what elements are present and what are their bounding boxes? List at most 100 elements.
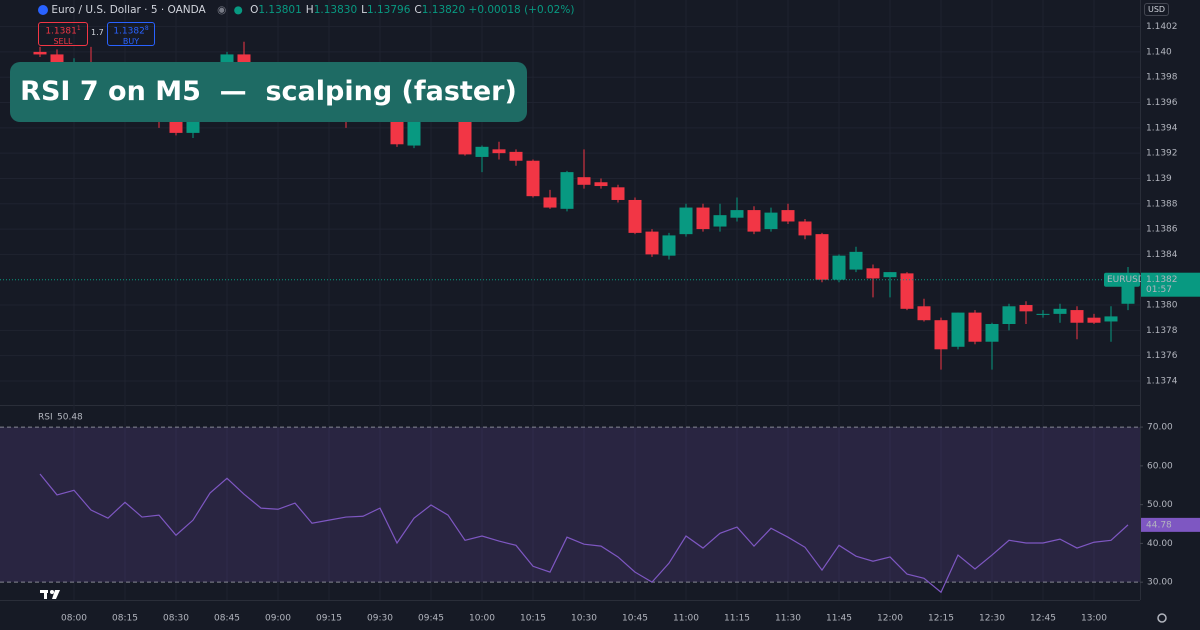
countdown: 01:57 xyxy=(1146,285,1172,295)
x-tick-label: 11:45 xyxy=(826,614,852,624)
y-tick-label: 1.1396 xyxy=(1146,98,1178,108)
x-tick-label: 10:30 xyxy=(571,614,597,624)
x-tick-label: 09:00 xyxy=(265,614,291,624)
y-tick-label: 1.139 xyxy=(1146,174,1172,184)
x-tick-label: 11:15 xyxy=(724,614,750,624)
candle-body xyxy=(917,306,931,321)
y-tick-label: 1.1394 xyxy=(1146,123,1178,133)
candle-body xyxy=(951,312,965,347)
candle-body xyxy=(407,115,421,146)
candle-body xyxy=(1053,308,1067,314)
candle-body xyxy=(1070,310,1084,323)
candle-body xyxy=(849,251,863,270)
candle-body xyxy=(866,268,880,279)
y-tick-label: 70.00 xyxy=(1147,423,1173,433)
candle-body xyxy=(33,51,47,55)
candle-body xyxy=(662,235,676,256)
candle-body xyxy=(509,151,523,161)
ohlc-label: H xyxy=(305,4,314,16)
candle-body xyxy=(679,207,693,235)
x-tick-label: 08:00 xyxy=(61,614,87,624)
x-tick-label: 10:00 xyxy=(469,614,495,624)
grid xyxy=(0,0,1140,600)
ohlc-value: 1.13796 xyxy=(366,4,411,16)
rsi-line xyxy=(39,473,1129,594)
candle-body xyxy=(764,212,778,230)
buy-price: 1.1382 xyxy=(113,26,145,37)
candle-body xyxy=(985,324,999,342)
candle-body xyxy=(1036,313,1050,315)
y-tick-label: 1.1402 xyxy=(1146,22,1178,32)
level-band xyxy=(0,427,1140,583)
x-tick-label: 12:15 xyxy=(928,614,954,624)
candle-body xyxy=(645,231,659,255)
sell-pip: 1 xyxy=(76,25,81,32)
x-tick-label: 10:45 xyxy=(622,614,648,624)
y-tick-label: 1.1398 xyxy=(1146,73,1178,83)
ohlc-value: 1.13801 xyxy=(258,4,302,16)
candle-body xyxy=(594,182,608,187)
ohlc-label: C xyxy=(414,4,422,16)
symbol-header: Euro / U.S. Dollar · 5 · OANDA ◉ ● O1.13… xyxy=(38,4,574,16)
y-tick-label: 1.1374 xyxy=(1146,376,1178,386)
y-tick-label: 1.1378 xyxy=(1146,326,1178,336)
candle-body xyxy=(628,199,642,233)
x-tick-label: 12:00 xyxy=(877,614,903,624)
candle-body xyxy=(832,255,846,280)
tv-logo xyxy=(40,590,60,599)
symbol-badge-label: EURUSD xyxy=(1107,275,1145,285)
x-tick-label: 09:30 xyxy=(367,614,393,624)
x-tick-label: 09:45 xyxy=(418,614,444,624)
candle-body xyxy=(696,207,710,230)
y-tick-label: 1.1376 xyxy=(1146,351,1178,361)
candle-body xyxy=(900,273,914,309)
indicator-title: RSI xyxy=(38,413,53,423)
settings-icon[interactable] xyxy=(1157,613,1167,623)
candle-body xyxy=(611,187,625,200)
y-tick-label: 1.1386 xyxy=(1146,225,1178,235)
value-badge-label: 44.78 xyxy=(1146,520,1172,530)
candle-body xyxy=(1104,316,1118,322)
buy-pip: 8 xyxy=(144,25,149,32)
x-tick-label: 08:15 xyxy=(112,614,138,624)
candle-body xyxy=(560,172,574,209)
candle-body xyxy=(883,272,897,278)
y-tick-label: 30.00 xyxy=(1147,578,1173,588)
y-tick-label: 1.140 xyxy=(1146,47,1172,57)
symbol-badge xyxy=(1104,272,1140,287)
candle-body xyxy=(798,221,812,236)
ohlc-value: 1.13820 xyxy=(421,4,466,16)
candle-body xyxy=(1002,306,1016,324)
candle-body xyxy=(730,210,744,218)
y-tick-label: 1.1388 xyxy=(1146,199,1178,209)
candle-body xyxy=(492,149,506,154)
x-tick-label: 08:30 xyxy=(163,614,189,624)
sell-button[interactable]: 1.13811 SELL xyxy=(38,22,88,46)
ohlc-label: L xyxy=(361,4,367,16)
candle-body xyxy=(934,320,948,350)
currency[interactable]: USD xyxy=(1144,3,1170,16)
sell-label: SELL xyxy=(53,36,73,46)
ohlc: O1.13801 H1.13830 L1.13796 C1.13820 xyxy=(246,4,465,16)
change: +0.00018 (+0.02%) xyxy=(468,4,575,16)
y-tick-label: 50.00 xyxy=(1147,500,1173,510)
candle-body xyxy=(475,146,489,157)
y-tick-label: 1.1380 xyxy=(1146,301,1178,311)
buy-button[interactable]: 1.13828 BUY xyxy=(107,22,155,46)
value-badge xyxy=(1141,517,1200,532)
eye-icon[interactable]: ◉ xyxy=(217,4,227,16)
flag-icon xyxy=(38,5,48,15)
candle-body xyxy=(713,215,727,227)
x-tick-label: 12:45 xyxy=(1030,614,1056,624)
status-icon: ● xyxy=(233,4,243,16)
x-tick-label: 11:30 xyxy=(775,614,801,624)
buy-label: BUY xyxy=(122,36,140,46)
y-tick-label: 1.1392 xyxy=(1146,149,1178,159)
candle-body xyxy=(577,177,591,185)
x-tick-label: 12:30 xyxy=(979,614,1005,624)
ohlc-value: 1.13830 xyxy=(313,4,358,16)
y-tick-label: 40.00 xyxy=(1147,539,1173,549)
candle-body xyxy=(1019,305,1033,312)
